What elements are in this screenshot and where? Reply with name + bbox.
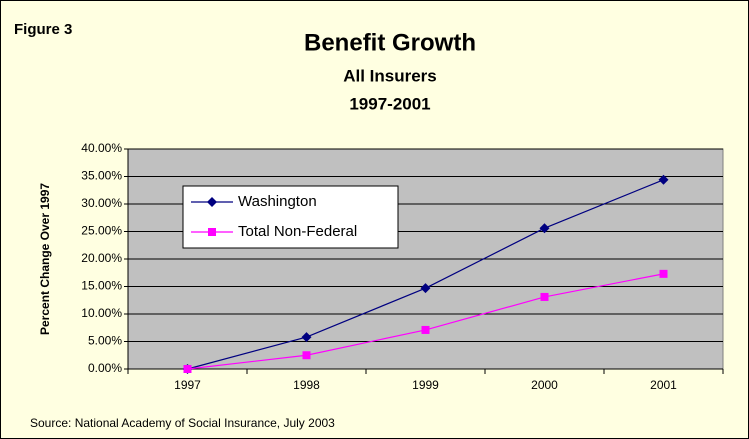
x-tick-label: 1999 [412, 378, 439, 392]
data-point [183, 365, 192, 373]
legend-marker [208, 228, 216, 236]
figure-label: Figure 3 [14, 21, 72, 38]
y-tick-label: 15.00% [81, 279, 122, 293]
y-tick-label: 35.00% [81, 169, 122, 183]
chart-title: Benefit Growth [304, 29, 476, 56]
data-point [659, 269, 668, 278]
x-tick-label: 2001 [650, 378, 677, 392]
legend-label: Washington [238, 193, 317, 210]
y-tick-label: 40.00% [81, 141, 122, 155]
y-tick-label: 5.00% [88, 334, 122, 348]
x-tick-label: 1997 [174, 378, 201, 392]
data-point [421, 325, 430, 334]
y-tick-label: 30.00% [81, 196, 122, 210]
legend-label: Total Non-Federal [238, 223, 357, 240]
x-tick-label: 1998 [293, 378, 320, 392]
x-tick-label: 2000 [531, 378, 558, 392]
legend-box [182, 185, 399, 249]
data-point [302, 351, 311, 360]
data-point [301, 332, 312, 343]
chart-subtitle: 1997-2001 [349, 94, 430, 113]
y-tick-label: 10.00% [81, 306, 122, 320]
data-point [658, 174, 669, 185]
data-point [540, 292, 549, 301]
y-axis-label: Percent Change Over 1997 [38, 183, 52, 335]
chart-subtitle: All Insurers [343, 66, 437, 85]
data-point [539, 223, 550, 234]
y-tick-label: 0.00% [88, 361, 122, 375]
legend-marker [207, 197, 217, 207]
data-point [420, 283, 431, 294]
y-tick-label: 25.00% [81, 224, 122, 238]
y-tick-label: 20.00% [81, 251, 122, 265]
source-note: Source: National Academy of Social Insur… [30, 416, 335, 430]
